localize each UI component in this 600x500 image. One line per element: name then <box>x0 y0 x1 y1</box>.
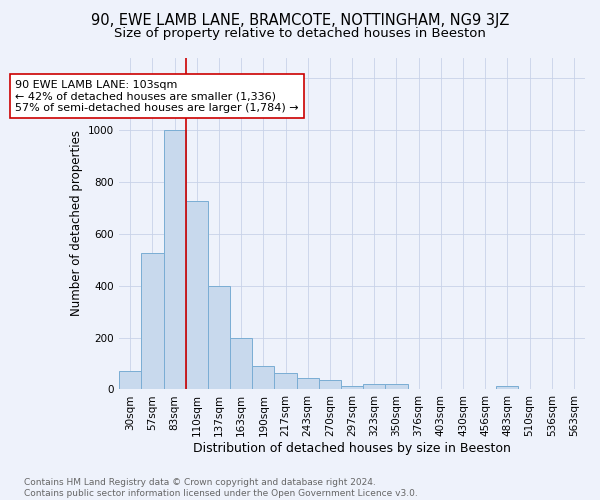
Bar <box>142 254 164 390</box>
Bar <box>496 386 518 390</box>
Bar <box>164 130 186 390</box>
Bar <box>296 378 319 390</box>
Bar <box>385 384 407 390</box>
Y-axis label: Number of detached properties: Number of detached properties <box>70 130 83 316</box>
Bar <box>274 373 296 390</box>
Text: 90, EWE LAMB LANE, BRAMCOTE, NOTTINGHAM, NG9 3JZ: 90, EWE LAMB LANE, BRAMCOTE, NOTTINGHAM,… <box>91 12 509 28</box>
X-axis label: Distribution of detached houses by size in Beeston: Distribution of detached houses by size … <box>193 442 511 455</box>
Bar <box>319 380 341 390</box>
Bar <box>252 366 274 390</box>
Bar <box>230 338 252 390</box>
Bar <box>208 286 230 390</box>
Text: 90 EWE LAMB LANE: 103sqm
← 42% of detached houses are smaller (1,336)
57% of sem: 90 EWE LAMB LANE: 103sqm ← 42% of detach… <box>15 80 299 112</box>
Text: Size of property relative to detached houses in Beeston: Size of property relative to detached ho… <box>114 28 486 40</box>
Bar <box>119 372 142 390</box>
Bar <box>186 202 208 390</box>
Bar <box>363 384 385 390</box>
Bar <box>341 386 363 390</box>
Text: Contains HM Land Registry data © Crown copyright and database right 2024.
Contai: Contains HM Land Registry data © Crown c… <box>24 478 418 498</box>
